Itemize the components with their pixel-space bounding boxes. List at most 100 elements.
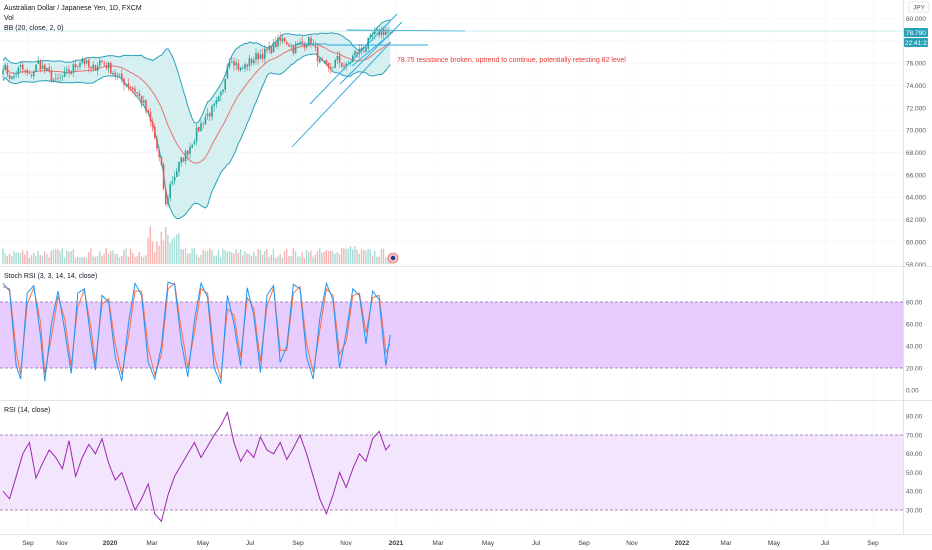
volume-bar [4, 253, 6, 264]
time-tick-label: Jul [821, 540, 830, 547]
candle-body [374, 31, 376, 35]
volume-bar [363, 250, 365, 264]
event-marker-dot [390, 255, 396, 261]
candle-body [255, 53, 257, 60]
candle-body [310, 37, 312, 45]
volume-bar [41, 255, 44, 264]
trend-channel-lower-line [291, 41, 392, 148]
volume-bar [288, 256, 290, 264]
candle-body [15, 75, 17, 76]
trend-channel-inner-line [351, 30, 395, 67]
volume-bar [231, 252, 233, 264]
candle-body [129, 87, 132, 89]
candle-body [217, 96, 220, 101]
volume-bar [11, 256, 13, 264]
candle-body [140, 95, 143, 104]
candle-body [178, 162, 180, 172]
candle-body [244, 64, 246, 69]
time-tick-label: May [197, 540, 210, 547]
volume-bar [200, 254, 202, 264]
price-tick-label: 60.000 [906, 239, 926, 246]
candle-body [70, 71, 72, 74]
volume-bar [182, 249, 184, 264]
candle-body [338, 55, 341, 63]
candle-body [167, 198, 169, 205]
volume-bar [35, 256, 37, 264]
candle-body [343, 65, 345, 67]
candle-body [308, 37, 310, 47]
price-pane[interactable]: 80.00078.00076.00074.00072.00070.00068.0… [0, 13, 926, 269]
candle-body [389, 31, 391, 33]
rsi-pane[interactable]: 80.00 70.00 60.00 50.00 40.00 30.00 [0, 411, 923, 523]
candle-body [301, 41, 303, 44]
candle-body [224, 78, 226, 90]
time-axis[interactable]: Sep Nov 2020 Mar May Jul Sep Nov 2021 Mar May Jul Se… [22, 540, 879, 547]
candle-body [173, 176, 176, 181]
volume-bar [154, 251, 156, 264]
volume-bar [321, 252, 323, 264]
candle-body [352, 55, 354, 62]
candle-body [277, 38, 279, 47]
volume-bar [107, 253, 110, 264]
time-tick-label: 2022 [675, 540, 690, 547]
stoch-tick-label: 40.00 [906, 343, 923, 350]
volume-bar [228, 250, 231, 264]
trend-drawings[interactable] [0, 13, 903, 148]
countdown-tag [904, 38, 928, 47]
rsi-tick-label: 50.00 [906, 470, 923, 477]
candle-body [162, 164, 165, 189]
price-tick-label: 70.000 [906, 128, 926, 135]
volume-bar [224, 250, 226, 264]
volume-bar [266, 249, 268, 264]
candle-body [354, 50, 356, 56]
volume-bar [26, 250, 28, 264]
volume-bar [378, 256, 380, 264]
candle-body [385, 31, 387, 36]
rsi-legend[interactable]: RSI (14, close) [4, 407, 50, 414]
volume-bar [325, 250, 327, 264]
stoch-axis[interactable]: 80.00 60.00 40.00 20.00 0.00 [906, 299, 923, 394]
volume-bar [193, 248, 195, 264]
volume-legend[interactable]: Vol [4, 15, 14, 22]
volume-bar [28, 257, 30, 264]
price-axis[interactable]: 80.00078.00076.00074.00072.00070.00068.0… [906, 16, 926, 269]
volume-bar [160, 231, 162, 264]
volume-bar [184, 248, 187, 264]
volume-bar [127, 256, 129, 264]
rsi-tick-label: 60.00 [906, 451, 923, 458]
candle-body [48, 67, 50, 72]
stoch-rsi-pane[interactable]: 80.00 60.00 40.00 20.00 0.00 [0, 281, 923, 394]
volume-bar [297, 256, 299, 264]
volume-bar [250, 256, 253, 264]
bollinger-legend[interactable]: BB (20, close, 2, 0) [4, 25, 64, 32]
candle-body [365, 47, 367, 52]
candle-body [68, 69, 70, 73]
rsi-band [0, 435, 903, 510]
candle-body [209, 113, 211, 116]
volume-bar [334, 253, 336, 264]
candle-body [77, 66, 79, 68]
volume-bar [277, 256, 279, 264]
volume-bar [338, 254, 341, 264]
chart-annotation[interactable]: 78.75 resistance broken, uptrend to cont… [397, 57, 626, 64]
volume-bar [204, 250, 206, 264]
candle-body [305, 45, 308, 48]
currency-box[interactable] [908, 1, 930, 13]
volume-bar [347, 248, 349, 264]
candle-body [96, 65, 99, 71]
volume-bar [189, 253, 191, 264]
volume-bar [19, 252, 22, 264]
stoch-legend[interactable]: Stoch RSI (3, 3, 14, 14, close) [4, 273, 97, 280]
trend-channel-upper-line [309, 13, 398, 105]
candle-body [325, 60, 328, 64]
volume-bar [72, 249, 74, 264]
candle-body [66, 69, 68, 71]
rsi-axis[interactable]: 80.00 70.00 60.00 50.00 40.00 30.00 [906, 414, 923, 515]
rsi-tick-label: 30.00 [906, 507, 923, 514]
volume-bar [283, 251, 286, 264]
candle-body [239, 67, 242, 71]
volume-bar [211, 250, 213, 264]
candle-body [237, 63, 240, 70]
candle-body [200, 123, 202, 132]
